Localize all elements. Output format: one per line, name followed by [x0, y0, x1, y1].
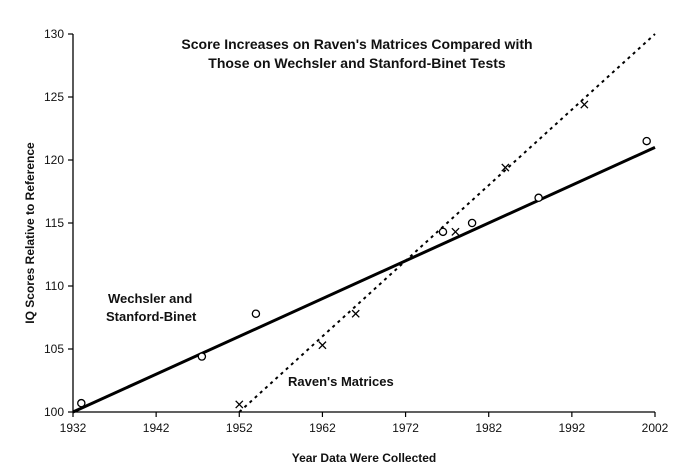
- y-tick-label: 120: [44, 153, 64, 167]
- trend-line-wechsler: [72, 146, 656, 414]
- y-tick-label: 125: [44, 90, 64, 104]
- y-tick-label: 115: [45, 216, 64, 230]
- y-ticks: 100 105 110 115 120 125 130: [44, 27, 73, 419]
- x-tick-label: 1932: [60, 421, 87, 435]
- y-tick-label: 130: [44, 27, 64, 41]
- trend-lines: [72, 33, 656, 414]
- series-label-wechsler-line-1: Wechsler and: [108, 291, 192, 306]
- marker-ravens: [501, 163, 510, 172]
- series-label-ravens: Raven's Matrices: [288, 374, 394, 389]
- x-tick-label: 2002: [642, 421, 669, 435]
- y-tick-label: 105: [44, 342, 64, 356]
- marker-wechsler: [438, 227, 448, 237]
- y-tick-label: 100: [44, 405, 64, 419]
- marker-wechsler: [642, 136, 651, 146]
- marker-wechsler: [251, 309, 261, 318]
- marker-ravens: [235, 400, 244, 409]
- series-label-wechsler-line-2: Stanford-Binet: [106, 309, 197, 324]
- x-tick-label: 1972: [392, 421, 419, 435]
- x-ticks: 1932 1942 1952 1962 1972 1982 1992 2002: [60, 412, 669, 435]
- x-tick-label: 1992: [559, 421, 586, 435]
- marker-wechsler: [534, 193, 543, 203]
- marker-ravens: [351, 309, 360, 318]
- marker-wechsler: [197, 352, 207, 361]
- marker-ravens: [318, 341, 327, 350]
- marker-wechsler: [77, 398, 86, 408]
- marker-wechsler: [467, 218, 477, 228]
- marker-ravens: [580, 100, 589, 109]
- y-tick-label: 110: [45, 279, 64, 293]
- x-tick-label: 1942: [143, 421, 170, 435]
- x-tick-label: 1952: [226, 421, 253, 435]
- marker-ravens: [451, 227, 460, 236]
- x-tick-label: 1962: [309, 421, 336, 435]
- trend-line-ravens: [238, 33, 656, 413]
- y-axis-label: IQ Scores Relative to Reference: [23, 142, 37, 324]
- x-axis-label: Year Data Were Collected: [292, 451, 437, 465]
- x-tick-label: 1982: [475, 421, 502, 435]
- chart-title-line-2: Those on Wechsler and Stanford-Binet Tes…: [208, 55, 506, 71]
- chart-title-line-1: Score Increases on Raven's Matrices Comp…: [181, 36, 532, 52]
- data-markers: [77, 100, 651, 409]
